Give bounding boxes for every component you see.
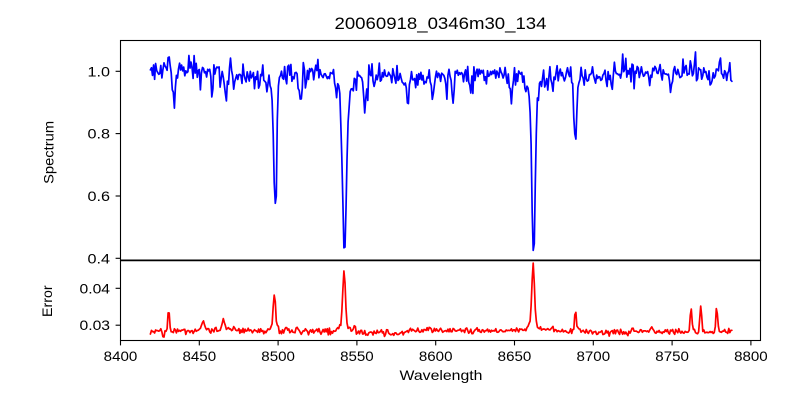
svg-text:1.0: 1.0 — [88, 63, 111, 79]
svg-text:8500: 8500 — [261, 348, 295, 364]
svg-text:8750: 8750 — [655, 348, 689, 364]
svg-text:8600: 8600 — [419, 348, 453, 364]
svg-text:8550: 8550 — [340, 348, 374, 364]
svg-text:0.4: 0.4 — [88, 250, 111, 266]
svg-text:8650: 8650 — [498, 348, 532, 364]
svg-text:Spectrum: Spectrum — [41, 121, 57, 184]
svg-text:8450: 8450 — [183, 348, 217, 364]
svg-text:0.04: 0.04 — [80, 280, 111, 296]
svg-text:0.6: 0.6 — [88, 188, 111, 204]
svg-text:Wavelength: Wavelength — [400, 367, 483, 383]
svg-text:20060918_0346m30_134: 20060918_0346m30_134 — [335, 14, 547, 33]
svg-text:Error: Error — [39, 285, 55, 317]
svg-text:0.8: 0.8 — [88, 126, 111, 142]
svg-text:8400: 8400 — [104, 348, 138, 364]
svg-text:8800: 8800 — [734, 348, 768, 364]
svg-text:0.03: 0.03 — [80, 317, 111, 333]
svg-text:8700: 8700 — [577, 348, 611, 364]
